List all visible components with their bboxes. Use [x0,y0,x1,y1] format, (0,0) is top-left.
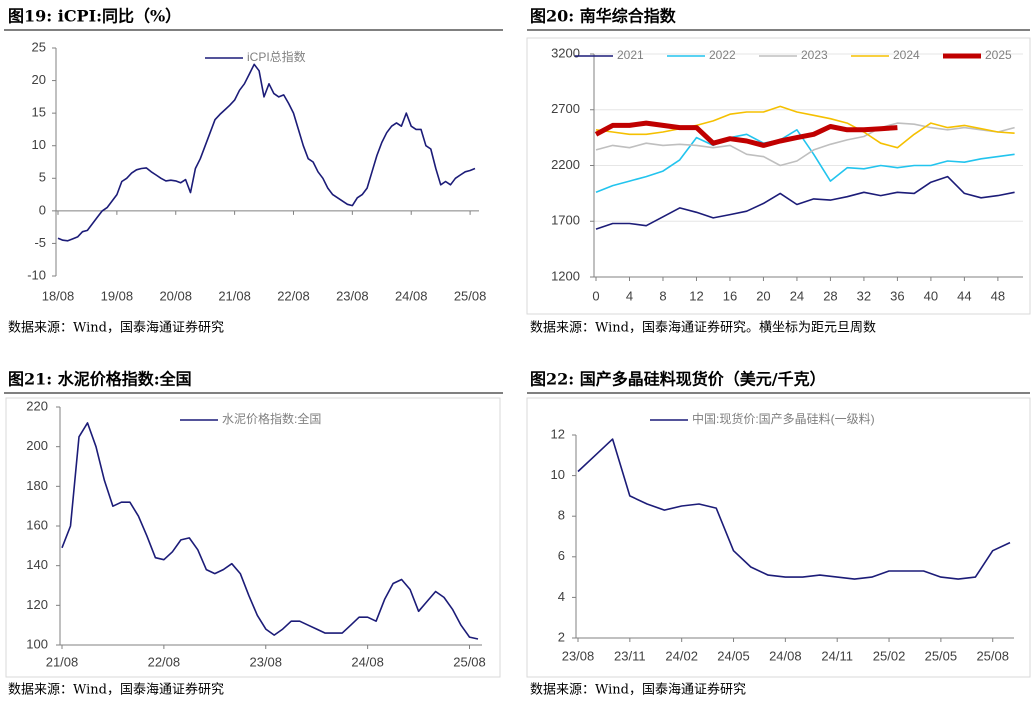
y-tick-label: 180 [26,478,48,493]
series-line [595,105,1015,149]
x-tick-label: 24 [790,288,804,303]
x-tick-label: 32 [857,288,871,303]
legend-label: 2024 [893,48,920,62]
y-tick-label: 6 [558,548,565,563]
y-tick-label: 200 [26,438,48,453]
y-tick-label: 120 [26,597,48,612]
x-tick-label: 40 [924,288,938,303]
y-tick-label: 220 [26,398,48,413]
chart-frame [5,397,501,678]
y-tick-label: -5 [34,235,46,250]
y-tick-label: 25 [32,39,46,54]
y-tick-label: 12 [551,426,565,441]
y-tick-label: 1700 [551,213,580,228]
x-tick-label: 25/08 [976,648,1009,663]
legend-label: 水泥价格指数:全国 [222,411,321,426]
chart-title: 图20: 南华综合指数 [530,7,677,26]
x-tick-label: 25/05 [925,648,958,663]
y-tick-label: 3200 [551,45,580,60]
series-line [595,122,1015,167]
y-tick-label: 2200 [551,157,580,172]
x-tick-label: 22/08 [148,654,181,669]
y-tick-label: 2 [558,629,565,644]
x-tick-label: 28 [823,288,837,303]
x-tick-label: 0 [592,288,599,303]
x-tick-label: 23/08 [249,654,282,669]
series-line [595,175,1015,230]
legend-label: 中国:现货价:国产多晶硅料(一级料) [692,411,875,426]
x-tick-label: 16 [723,288,737,303]
x-tick-label: 25/08 [453,654,486,669]
y-tick-label: 0 [39,202,46,217]
x-tick-label: 23/08 [562,648,595,663]
x-tick-label: 24/05 [717,648,750,663]
source-note: 数据来源：Wind，国泰海通证券研究 [8,682,224,698]
legend-label: 2022 [709,48,736,62]
x-tick-label: 4 [626,288,633,303]
y-tick-label: 8 [558,508,565,523]
y-tick-label: 2700 [551,101,580,116]
x-tick-label: 48 [991,288,1005,303]
x-tick-label: 25/02 [873,648,906,663]
y-tick-label: 10 [32,137,46,152]
x-tick-label: 24/11 [821,648,853,663]
legend-label: 2025 [985,48,1012,62]
x-tick-label: 24/08 [395,288,428,303]
series-line [57,63,476,242]
series-line [61,422,479,640]
x-tick-label: 25/08 [454,288,487,303]
y-tick-label: 20 [32,72,46,87]
x-tick-label: 21/08 [218,288,251,303]
chart-title: 图19: iCPI:同比（%） [8,7,181,26]
x-tick-label: 12 [689,288,703,303]
x-tick-label: 19/08 [101,288,134,303]
chart-title: 图21: 水泥价格指数:全国 [8,370,192,389]
y-tick-label: 160 [26,517,48,532]
y-tick-label: 4 [558,589,565,604]
x-tick-label: 20/08 [159,288,192,303]
x-tick-label: 24/08 [351,654,384,669]
series-line [577,438,1011,580]
x-tick-label: 22/08 [277,288,310,303]
chart-title: 图22: 国产多晶硅料现货价（美元/千克） [530,370,826,389]
x-tick-label: 36 [890,288,904,303]
series-line [594,120,898,148]
x-tick-label: 20 [756,288,770,303]
legend-label: iCPI总指数 [247,49,306,64]
y-tick-label: 140 [26,557,48,572]
source-note: 数据来源：Wind，国泰海通证券研究。横坐标为距元旦周数 [530,320,876,336]
y-tick-label: 1200 [551,268,580,283]
y-tick-label: 15 [32,105,46,120]
x-tick-label: 23/08 [336,288,369,303]
source-note: 数据来源：Wind，国泰海通证券研究 [530,682,746,698]
x-tick-label: 21/08 [46,654,79,669]
x-tick-label: 24/02 [665,648,698,663]
legend-label: 2023 [801,48,828,62]
x-tick-label: 8 [659,288,666,303]
source-note: 数据来源：Wind，国泰海通证券研究 [8,320,224,336]
x-tick-label: 24/08 [769,648,802,663]
x-tick-label: 23/11 [614,648,646,663]
y-tick-label: -10 [27,267,46,282]
y-tick-label: 100 [26,636,48,651]
y-tick-label: 5 [39,170,46,185]
y-tick-label: 10 [551,467,565,482]
x-tick-label: 18/08 [42,288,75,303]
chart-frame [526,397,1031,678]
x-tick-label: 44 [957,288,971,303]
series-line [595,129,1015,194]
legend-label: 2021 [617,48,644,62]
chart-frame [526,37,1031,315]
